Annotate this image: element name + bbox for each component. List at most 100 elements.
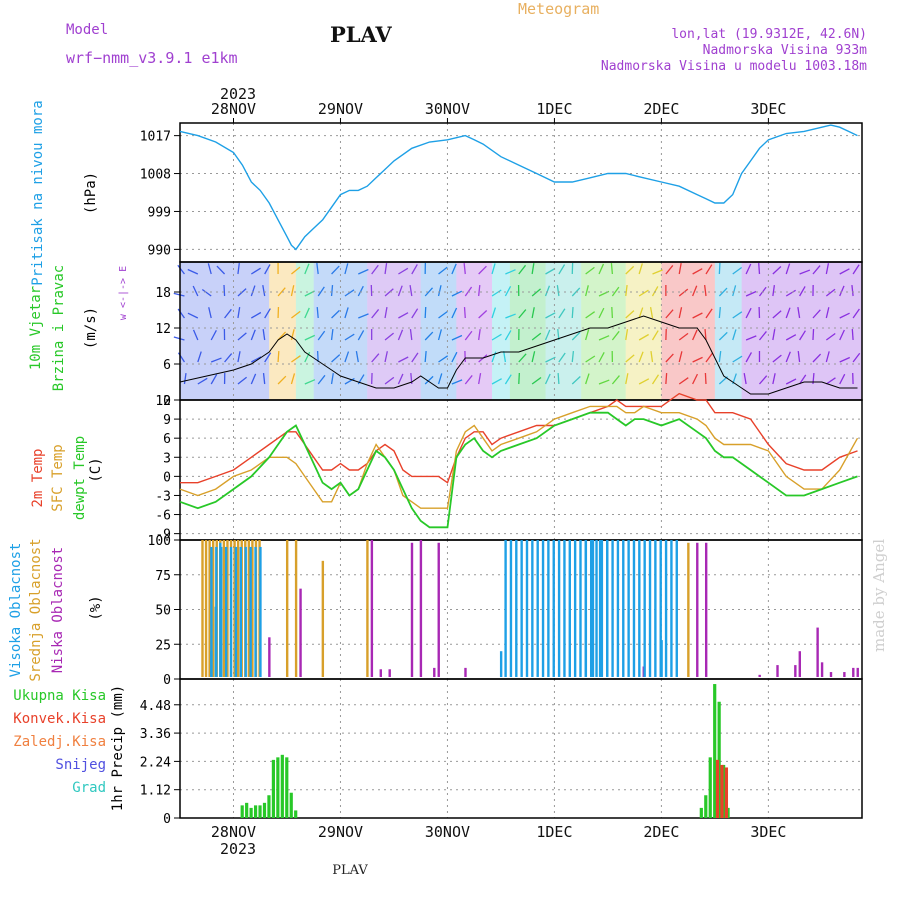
precip-total-bar [258,805,262,818]
wind-arrow [585,285,589,297]
cloud-bar [268,637,271,677]
cloud-bar [816,627,819,677]
wind-arrow [317,286,325,297]
cloud-bar [525,540,529,677]
wind-arrow [384,263,388,275]
cloud-bar [410,542,414,677]
wind-arrow [518,353,527,363]
wind-arrow [772,354,782,363]
wind-arrow [437,285,442,297]
wind-arrow [397,285,403,297]
wind-arrow [223,284,226,297]
precip-conv-bar [715,759,720,818]
wind-arrow [237,288,247,297]
wind-arrow [678,377,689,385]
y-tick-label: 3.36 [140,727,171,742]
wind-arrow [571,306,574,319]
wind-arrow [331,265,340,275]
wind-arrow [173,336,185,341]
y-tick-label: 0 [163,812,171,827]
precip-total-bar [704,795,708,818]
y-tick-label: 0 [163,470,171,485]
y-tick-label: 12 [155,322,171,337]
wind-arrow [344,333,355,341]
wind-arrow [177,264,185,275]
temp-2m-label: 2m Temp [30,448,46,507]
wind-arrow [544,329,551,341]
wind-arrow [812,353,822,363]
precip-total-bar [271,759,276,818]
wind-axis-label: 10m Vjetar [28,286,44,370]
wind-arrow [438,311,448,319]
wind-arrow [851,284,854,297]
wind-arrow [598,263,605,275]
wind-arrow [785,263,791,275]
cloud-bar [226,540,229,677]
y-tick-label: 6 [163,358,171,373]
wind-arrow [491,333,502,341]
wind-arrow [197,351,202,363]
wind-arrow [839,268,850,275]
wind-arrow [504,285,512,297]
wind-arrow [464,286,473,297]
wind-arrow [598,307,605,319]
wind-arrow [610,262,614,275]
cloud-bar [259,546,262,677]
wind-arrow [772,285,776,297]
cloud-bar [563,540,566,677]
cloud-bar [829,672,833,677]
cloud-bar [654,540,657,677]
wind-arrow [197,377,208,385]
wind-arrow [304,351,311,363]
wind-arrow [290,329,295,341]
day-label-bottom: 3DEC [750,823,786,841]
y-tick-label: 75 [155,569,171,584]
wind-arrow [344,377,355,385]
wind-arrow [478,373,482,385]
wind-arrow [705,308,713,319]
cloud-bar [211,540,215,677]
cloud-bar [589,540,593,677]
cloud-bar [239,546,243,677]
y-tick-label: 4.48 [140,699,171,714]
wind-arrow [638,378,650,385]
wind-arrow [192,285,199,297]
wind-field-band [295,262,314,400]
cloud-bar [573,540,577,677]
wind-arrow [799,269,811,275]
wind-arrow [665,353,674,363]
wind-arrow [371,353,380,363]
wind-arrow [464,330,473,341]
wind-arrow [438,355,449,363]
cloud-bar [210,546,213,677]
wind-arrow [317,374,326,385]
wind-arrow [625,354,635,363]
wind-arrow [208,307,212,319]
y-tick-label: 9 [163,413,171,428]
wind-arrow [745,307,752,319]
wind-arrow [262,285,266,297]
wind-arrow [545,356,556,363]
wind-arrow [491,289,502,297]
cloud-bar [798,651,801,677]
cloud-bar [704,542,708,677]
wind-arrow [852,352,861,363]
wind-arrow [651,286,659,297]
wind-arrow [705,264,713,275]
cloud-bar [520,540,523,677]
wind-arrow [330,329,334,341]
wind-arrow [785,289,796,297]
cloud-bar [509,540,513,677]
wind-arrow [384,307,388,319]
wind-arrow [812,309,821,319]
cloud-bar [433,667,436,677]
wind-arrow [237,376,248,385]
wind-arrow [732,329,737,341]
wind-arrow [851,328,854,341]
day-label-top: 30NOV [425,100,470,118]
wind-arrow [692,268,703,275]
wind-arrow [531,307,535,319]
wind-arrow [758,262,761,275]
wind-arrow [291,266,301,275]
